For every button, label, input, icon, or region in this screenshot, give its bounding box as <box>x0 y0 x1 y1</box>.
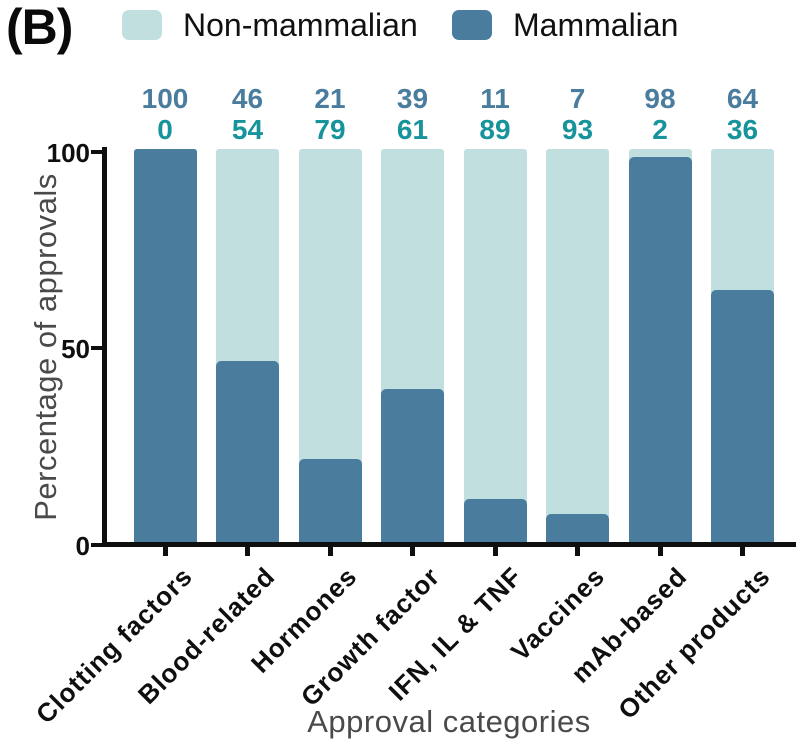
x-tick-mark <box>657 547 663 556</box>
bar-annotation-mammalian: 21 <box>314 83 346 114</box>
bar-annotation-mammalian: 39 <box>396 83 429 114</box>
legend-item-non-mammalian: Non-mammalian <box>122 5 418 45</box>
bar-segment-mammalian <box>216 361 279 542</box>
y-tick-mark <box>91 149 102 154</box>
bar-annotation-mammalian: 11 <box>480 83 510 114</box>
bar-segment-mammalian <box>628 156 692 542</box>
legend-label-mammalian: Mammalian <box>513 6 679 43</box>
x-tick-mark <box>327 547 333 556</box>
y-axis-line <box>102 147 107 547</box>
bar-annotation-mammalian: 100 <box>141 83 189 114</box>
y-tick-mark <box>91 346 102 350</box>
y-tick-label: 100 <box>46 137 90 168</box>
legend-label-non-mammalian: Non-mammalian <box>183 6 418 43</box>
bar-annotation-non-mammalian: 2 <box>652 114 668 145</box>
bar-annotation-mammalian: 7 <box>569 83 586 114</box>
bar-segment-mammalian <box>133 149 197 542</box>
legend-item-mammalian: Mammalian <box>452 5 678 45</box>
bar-annotation-non-mammalian: 0 <box>157 114 173 145</box>
bar-segment-mammalian <box>546 514 609 542</box>
bar-annotation-non-mammalian: 36 <box>726 114 759 145</box>
y-axis-title: Percentage of approvals <box>28 173 63 521</box>
bar-annotation-mammalian: 46 <box>231 83 264 114</box>
x-category-label: Other products <box>611 561 776 725</box>
x-tick-mark <box>492 547 498 556</box>
y-tick-mark <box>91 542 102 547</box>
bar-segment-non-mammalian <box>546 149 609 542</box>
x-tick-mark <box>575 547 580 556</box>
x-tick-mark <box>740 547 745 556</box>
bar-segment-mammalian <box>381 388 444 542</box>
x-tick-mark <box>245 547 250 556</box>
bar-annotation-non-mammalian: 54 <box>231 114 264 145</box>
x-tick-mark <box>410 547 415 556</box>
bar-annotation-non-mammalian: 93 <box>561 114 594 145</box>
bar-annotation-non-mammalian: 61 <box>396 114 429 145</box>
x-axis-title: Approval categories <box>307 704 591 739</box>
x-tick-mark <box>162 547 168 556</box>
bar-annotation-mammalian: 64 <box>726 83 759 114</box>
y-tick-label: 50 <box>61 334 90 364</box>
y-tick-label: 0 <box>75 530 90 561</box>
bar-segment-mammalian <box>463 498 527 542</box>
bar-annotation-mammalian: 98 <box>644 83 676 114</box>
bar-annotation-non-mammalian: 79 <box>314 114 346 145</box>
bar-segment-non-mammalian <box>463 149 527 542</box>
bar-segment-mammalian <box>298 459 362 542</box>
non-mammalian-swatch-icon <box>122 10 162 40</box>
x-axis-line <box>102 542 796 547</box>
bar-segment-mammalian <box>711 290 774 542</box>
panel-label: (B) <box>6 0 73 55</box>
mammalian-swatch-icon <box>452 10 492 40</box>
bar-annotation-non-mammalian: 89 <box>479 114 511 145</box>
